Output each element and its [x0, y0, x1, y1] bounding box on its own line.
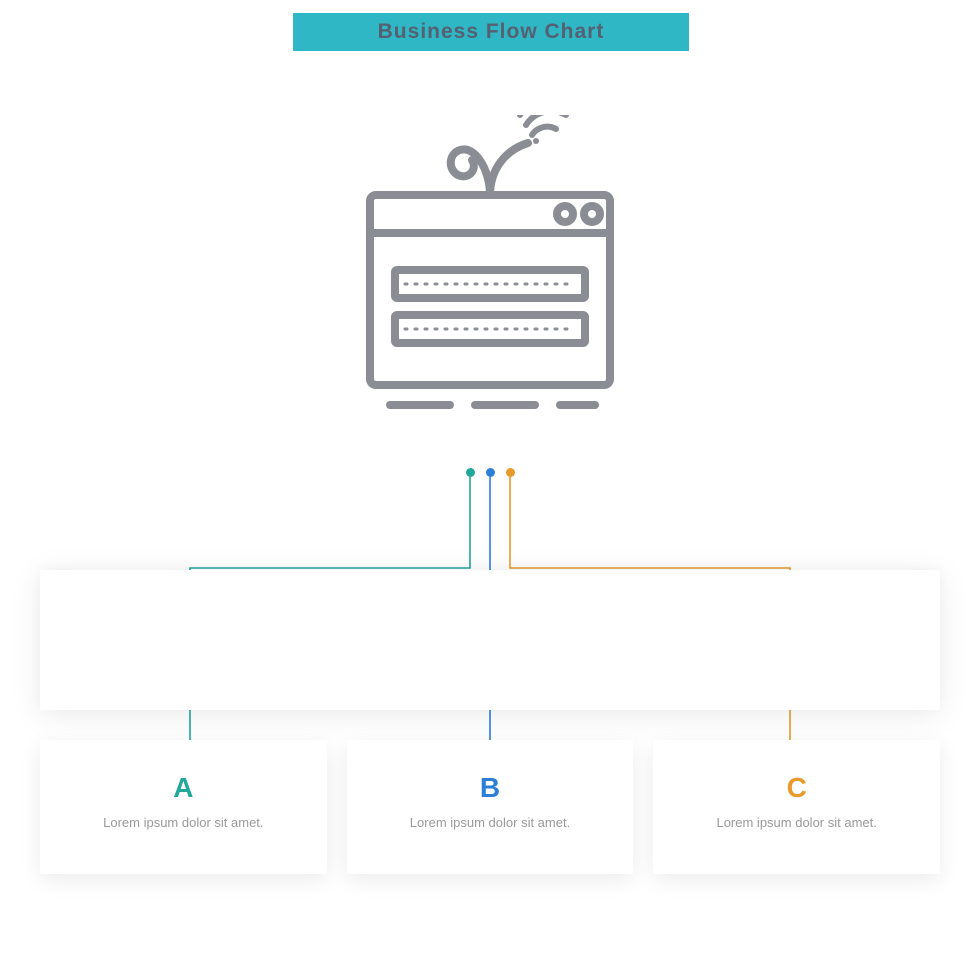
option-body-c: Lorem ipsum dolor sit amet.: [671, 814, 922, 832]
branch-dot-a: [466, 468, 475, 477]
header-title: Business Flow Chart: [378, 20, 605, 44]
branch-dot-c: [506, 468, 515, 477]
option-card-a: A Lorem ipsum dolor sit amet.: [40, 740, 327, 874]
option-letter-c: C: [671, 772, 922, 804]
option-card-c: C Lorem ipsum dolor sit amet.: [653, 740, 940, 874]
option-letter-a: A: [58, 772, 309, 804]
option-columns: A Lorem ipsum dolor sit amet. B Lorem ipsum…: [40, 740, 940, 874]
header-bar: Business Flow Chart: [293, 13, 689, 51]
option-card-b: B Lorem ipsum dolor sit amet.: [347, 740, 634, 874]
option-letter-b: B: [365, 772, 616, 804]
middle-panel: [40, 570, 940, 710]
phishing-login-icon: [340, 115, 640, 415]
option-body-a: Lorem ipsum dolor sit amet.: [58, 814, 309, 832]
branch-dot-b: [486, 468, 495, 477]
option-body-b: Lorem ipsum dolor sit amet.: [365, 814, 616, 832]
